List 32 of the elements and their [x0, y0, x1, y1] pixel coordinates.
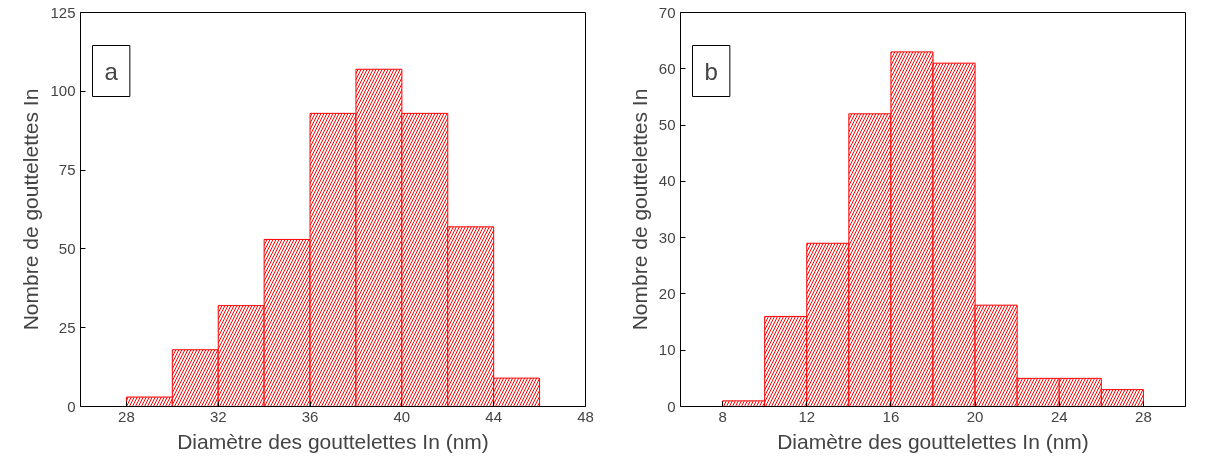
x-tick-label: 32 [209, 407, 227, 425]
x-tick-label: 20 [966, 407, 984, 425]
x-tick-label: 28 [118, 407, 135, 425]
y-tick-label: 125 [50, 3, 76, 21]
y-axis-title: Nombre de gouttelettes In [19, 88, 43, 331]
x-tick-label: 40 [393, 407, 411, 425]
annotation: a [104, 57, 119, 85]
x-tick-label: 16 [882, 407, 900, 425]
y-tick-label: 0 [67, 397, 76, 415]
y-tick-label: 0 [667, 397, 676, 415]
y-tick-label: 20 [658, 284, 676, 302]
y-tick-label: 60 [658, 59, 676, 77]
x-tick-label: 48 [577, 407, 594, 425]
x-tick-label: 44 [485, 407, 503, 425]
y-tick-label: 50 [658, 116, 676, 134]
y-tick-label: 30 [658, 228, 676, 246]
x-tick-label: 28 [1135, 407, 1152, 425]
x-axis-title: Diamètre des gouttelettes In (nm) [777, 429, 1089, 453]
y-tick-label: 40 [658, 172, 676, 190]
x-tick-label: 36 [301, 407, 319, 425]
x-tick-label: 24 [1050, 407, 1068, 425]
y-tick-label: 10 [658, 341, 676, 359]
y-tick-label: 70 [658, 3, 676, 21]
x-axis-title: Diamètre des gouttelettes In (nm) [177, 429, 489, 453]
y-axis-title: Nombre de gouttelettes In [627, 88, 651, 331]
annotation: b [704, 57, 718, 85]
y-tick-label: 50 [58, 239, 76, 257]
x-tick-label: 8 [718, 407, 727, 425]
y-tick-label: 25 [58, 318, 76, 336]
y-tick-label: 100 [50, 82, 76, 100]
x-tick-label: 12 [798, 407, 816, 425]
y-tick-label: 75 [58, 161, 76, 179]
